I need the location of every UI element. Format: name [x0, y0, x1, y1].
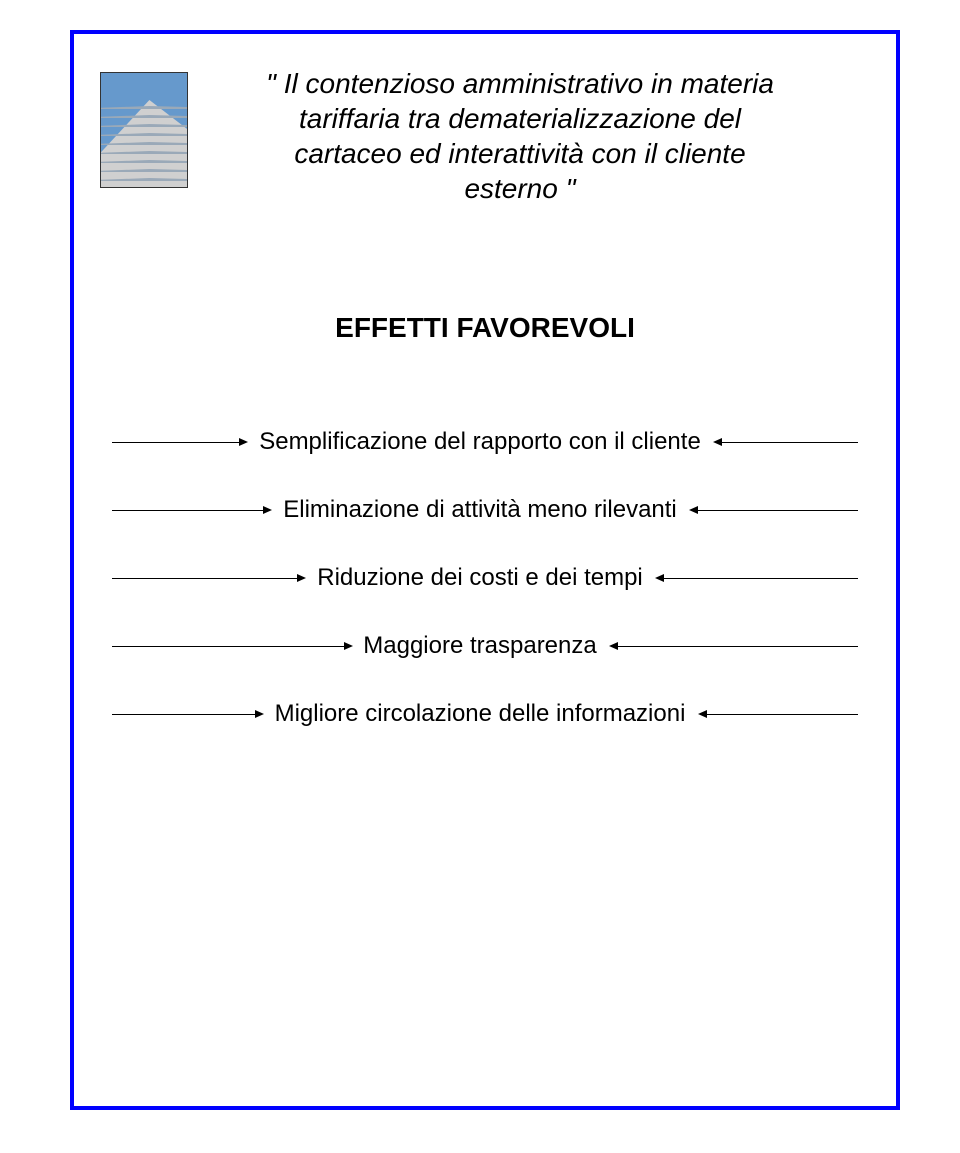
list-item: Maggiore trasparenza — [0, 632, 960, 664]
page-title: " Il contenzioso amministrativo in mater… — [225, 66, 815, 206]
section-heading: EFFETTI FAVOREVOLI — [70, 312, 900, 344]
list-item-text: Migliore circolazione delle informazioni — [275, 700, 686, 728]
list-item-text: Eliminazione di attività meno rilevanti — [283, 496, 677, 524]
title-line: tariffaria tra dematerializzazione del — [225, 101, 815, 136]
list-item: Migliore circolazione delle informazioni — [0, 700, 960, 732]
list-item-text: Semplificazione del rapporto con il clie… — [259, 428, 701, 456]
title-line: " Il contenzioso amministrativo in mater… — [225, 66, 815, 101]
list-item: Semplificazione del rapporto con il clie… — [0, 428, 960, 460]
page: " Il contenzioso amministrativo in mater… — [0, 0, 960, 1153]
title-line: cartaceo ed interattività con il cliente — [225, 136, 815, 171]
list-item-text: Riduzione dei costi e dei tempi — [317, 564, 643, 592]
building-photo — [100, 72, 188, 188]
list-item: Riduzione dei costi e dei tempi — [0, 564, 960, 596]
list-item: Eliminazione di attività meno rilevanti — [0, 496, 960, 528]
title-line: esterno " — [225, 171, 815, 206]
list-item-text: Maggiore trasparenza — [363, 632, 596, 660]
